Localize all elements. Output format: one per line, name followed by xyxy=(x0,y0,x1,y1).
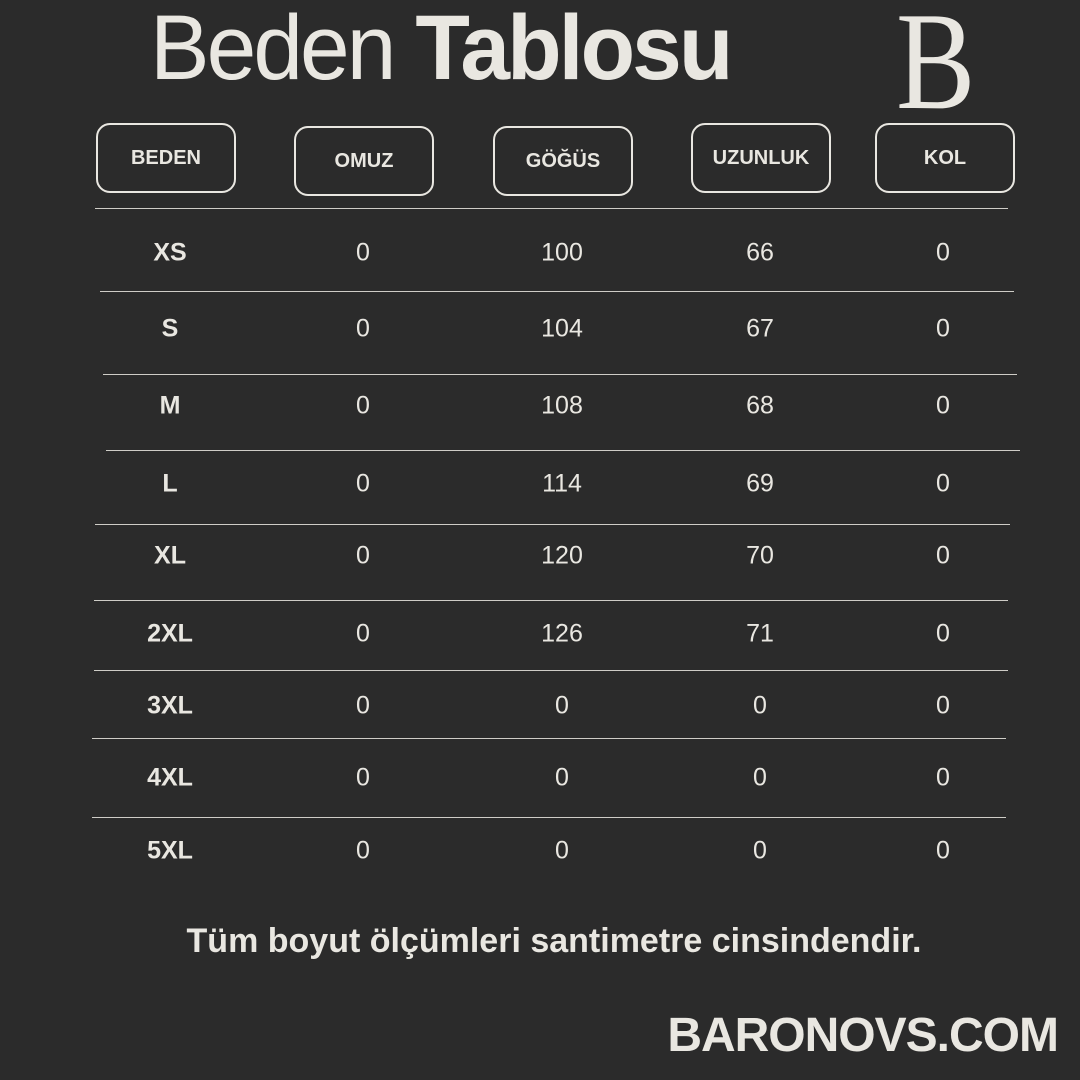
row-divider xyxy=(100,291,1014,292)
brand-logo: B xyxy=(896,0,976,139)
brand-website: BARONOVS.COM xyxy=(667,1009,1059,1062)
measurement-cell: 0 xyxy=(936,763,950,792)
measurement-cell: 0 xyxy=(555,763,569,792)
page-title: Beden Tablosu xyxy=(150,0,733,101)
measurement-cell: 0 xyxy=(356,314,370,343)
row-divider xyxy=(103,374,1017,375)
row-divider xyxy=(92,817,1006,818)
size-label: 2XL xyxy=(147,619,193,648)
row-divider xyxy=(95,208,1008,209)
size-label: XL xyxy=(154,541,186,570)
measurement-cell: 0 xyxy=(555,691,569,720)
column-header: BEDEN xyxy=(96,123,236,193)
row-divider xyxy=(94,670,1008,671)
measurement-cell: 0 xyxy=(356,763,370,792)
measurement-cell: 0 xyxy=(356,469,370,498)
measurement-cell: 100 xyxy=(541,238,583,267)
column-header: UZUNLUK xyxy=(691,123,831,193)
row-divider xyxy=(92,738,1006,739)
size-label: L xyxy=(162,469,178,498)
size-label: M xyxy=(159,391,181,420)
measurement-cell: 0 xyxy=(753,691,767,720)
measurement-cell: 71 xyxy=(746,619,774,648)
column-header: KOL xyxy=(875,123,1015,193)
measurement-cell: 0 xyxy=(753,763,767,792)
measurement-cell: 0 xyxy=(753,836,767,865)
size-label: S xyxy=(161,314,179,343)
measurement-cell: 0 xyxy=(356,691,370,720)
measurement-cell: 0 xyxy=(936,541,950,570)
column-header: OMUZ xyxy=(294,126,434,196)
measurement-cell: 66 xyxy=(746,238,774,267)
measurement-cell: 108 xyxy=(541,391,583,420)
column-header: GÖĞÜS xyxy=(493,126,633,196)
size-label: 4XL xyxy=(147,763,193,792)
measurement-cell: 0 xyxy=(356,391,370,420)
measurement-cell: 69 xyxy=(746,469,774,498)
measurement-cell: 0 xyxy=(936,836,950,865)
size-label: 5XL xyxy=(147,836,193,865)
measurement-cell: 0 xyxy=(936,619,950,648)
measurement-cell: 0 xyxy=(936,314,950,343)
measurement-cell: 104 xyxy=(541,314,583,343)
measurement-cell: 114 xyxy=(542,469,582,498)
row-divider xyxy=(106,450,1020,451)
size-label: XS xyxy=(153,238,187,267)
units-note: Tüm boyut ölçümleri santimetre cinsinden… xyxy=(186,922,922,960)
measurement-cell: 0 xyxy=(356,836,370,865)
measurement-cell: 120 xyxy=(541,541,583,570)
measurement-cell: 0 xyxy=(356,619,370,648)
measurement-cell: 0 xyxy=(936,238,950,267)
measurement-cell: 70 xyxy=(746,541,774,570)
measurement-cell: 0 xyxy=(936,691,950,720)
measurement-cell: 67 xyxy=(746,314,774,343)
row-divider xyxy=(95,524,1010,525)
measurement-cell: 0 xyxy=(936,469,950,498)
measurement-cell: 68 xyxy=(746,391,774,420)
measurement-cell: 126 xyxy=(541,619,583,648)
title-bold: Tablosu xyxy=(415,0,733,99)
measurement-cell: 0 xyxy=(356,238,370,267)
title-light: Beden xyxy=(150,0,396,99)
row-divider xyxy=(94,600,1008,601)
measurement-cell: 0 xyxy=(555,836,569,865)
size-label: 3XL xyxy=(147,691,193,720)
measurement-cell: 0 xyxy=(936,391,950,420)
measurement-cell: 0 xyxy=(356,541,370,570)
